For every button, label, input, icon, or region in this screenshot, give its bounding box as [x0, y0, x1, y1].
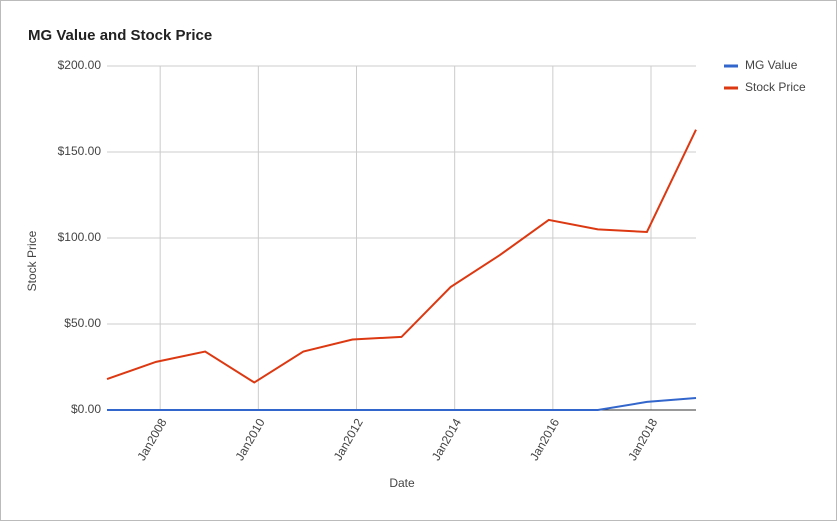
data-line [107, 396, 697, 411]
legend-label: MG Value [745, 58, 798, 72]
y-tick-label: $0.00 [71, 402, 101, 416]
y-tick-label: $50.00 [64, 316, 101, 330]
data-line [106, 129, 697, 384]
x-axis-title: Date [389, 476, 415, 490]
y-tick-label: $200.00 [58, 58, 102, 72]
y-axis-title: Stock Price [25, 230, 39, 291]
y-tick-label: $100.00 [58, 230, 102, 244]
chart-title: MG Value and Stock Price [28, 27, 212, 44]
legend-label: Stock Price [745, 80, 806, 94]
y-tick-label: $150.00 [58, 144, 102, 158]
